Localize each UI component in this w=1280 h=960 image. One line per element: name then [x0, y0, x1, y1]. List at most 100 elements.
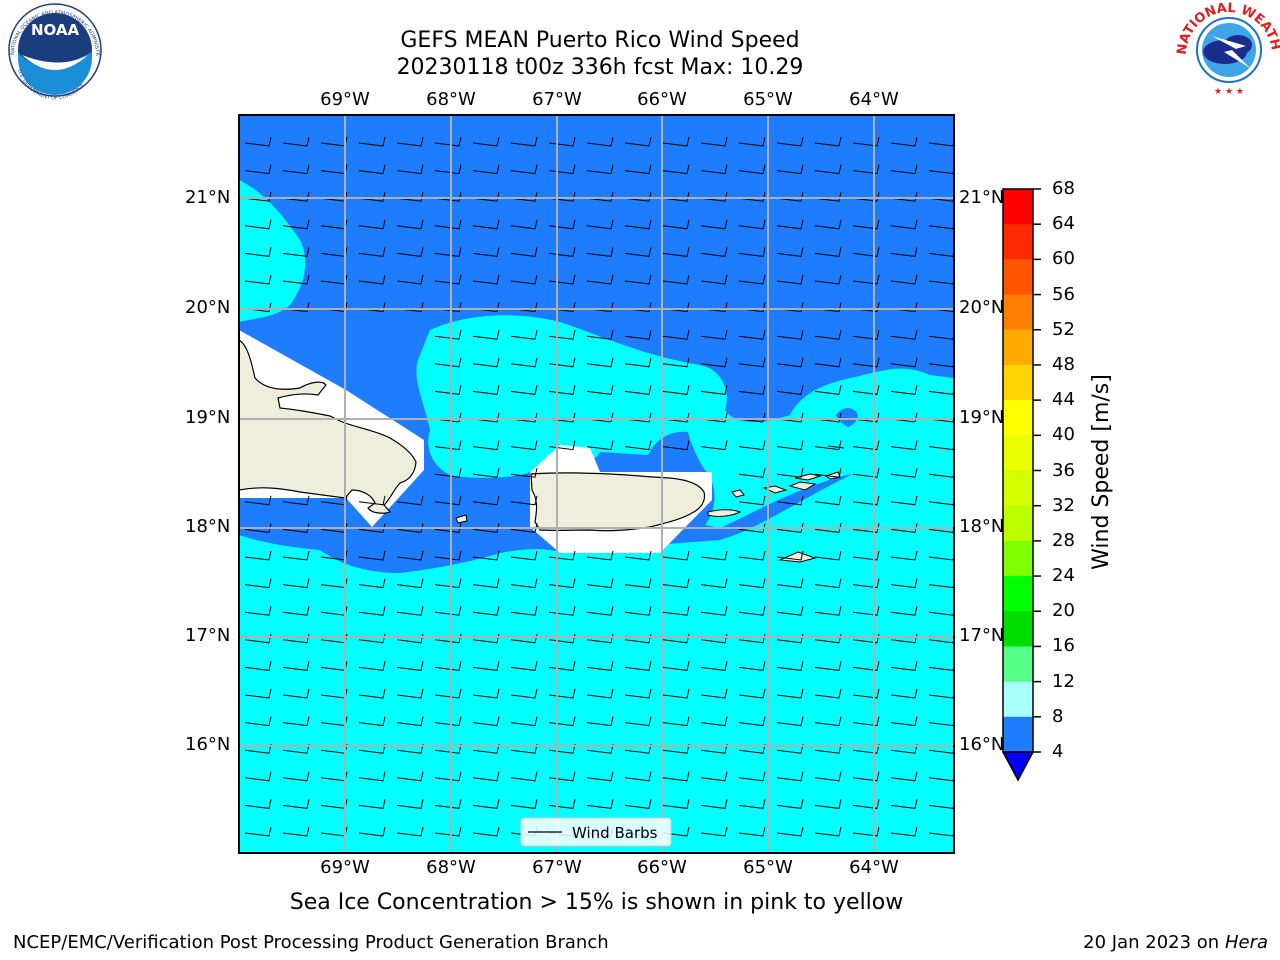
colorbar-segment — [1003, 716, 1033, 753]
wind-barb — [738, 385, 766, 395]
wind-barb — [890, 606, 918, 616]
wind-barb — [814, 826, 842, 837]
chart-subtitle: 20230118 t00z 336h fcst Max: 10.29 — [396, 55, 804, 80]
wind-barb — [244, 688, 272, 699]
wind-barb — [434, 550, 462, 561]
wind-barb — [662, 771, 690, 782]
lat-label-left: 17°N — [185, 625, 231, 646]
wind-barb — [282, 826, 310, 837]
wind-barb — [662, 136, 690, 147]
wind-barb — [510, 799, 538, 809]
wind-barb — [510, 385, 538, 395]
wind-barb — [890, 578, 918, 589]
wind-barb — [890, 661, 918, 671]
wind-barb — [662, 440, 690, 451]
wind-barb — [434, 744, 462, 754]
lat-label-left: 19°N — [185, 407, 231, 428]
wind-barb — [852, 357, 880, 368]
wind-barb — [624, 136, 652, 147]
wind-barb — [662, 192, 690, 202]
wind-barb — [434, 688, 462, 699]
wind-barb — [738, 688, 766, 699]
wind-barb — [890, 247, 918, 257]
map-legend: Wind Barbs — [520, 817, 672, 847]
colorbar-tick-label: 16 — [1052, 635, 1075, 657]
wind-barb — [700, 550, 728, 561]
wind-barb — [776, 688, 804, 699]
colorbar-tick-label: 56 — [1052, 283, 1075, 305]
wind-barb — [624, 440, 652, 451]
wind-barb — [358, 495, 386, 506]
wind-barb — [662, 688, 690, 699]
colorbar-segment — [1003, 364, 1033, 401]
wind-barb — [244, 495, 272, 506]
wind-barb — [662, 219, 690, 230]
colorbar-segment — [1003, 435, 1033, 471]
wind-barb — [738, 716, 766, 727]
wind-barb — [396, 578, 424, 589]
wind-barb — [662, 661, 690, 671]
wind-barb — [244, 799, 272, 809]
wind-barb — [624, 247, 652, 257]
wind-barb — [510, 136, 538, 147]
wind-barb — [434, 357, 462, 368]
lon-label-bottom: 69°W — [320, 857, 370, 878]
wind-barb — [434, 716, 462, 727]
wind-barb — [700, 136, 728, 147]
wind-barb — [472, 523, 500, 533]
wind-barb — [282, 661, 310, 671]
wind-barb — [282, 799, 310, 809]
wind-barb — [434, 523, 462, 533]
wind-barb — [624, 357, 652, 368]
wind-barb — [358, 136, 386, 147]
wind-barb — [776, 192, 804, 202]
wind-barb — [244, 247, 272, 257]
wind-barb — [396, 192, 424, 202]
footer-right: 20 Jan 2023 on Hera — [1083, 932, 1268, 953]
colorbar-tick-label: 52 — [1052, 318, 1075, 340]
lat-label-left: 20°N — [185, 297, 231, 318]
footer-left: NCEP/EMC/Verification Post Processing Pr… — [13, 932, 609, 953]
wind-barb — [890, 357, 918, 368]
colorbar-tick-label: 48 — [1052, 353, 1075, 375]
wind-barb — [358, 219, 386, 230]
wind-barb — [624, 744, 652, 754]
wind-barb — [700, 274, 728, 285]
wind-barb — [472, 247, 500, 257]
lat-label-left: 21°N — [185, 187, 231, 208]
wind-barb — [624, 661, 652, 671]
wind-barb — [396, 136, 424, 147]
wind-barb — [244, 523, 272, 533]
wind-barb — [814, 468, 842, 478]
wind-barb — [434, 661, 462, 671]
wind-barb — [624, 578, 652, 589]
wind-barb — [624, 274, 652, 285]
wind-barb — [624, 771, 652, 782]
wind-barb — [852, 578, 880, 589]
wind-barb — [738, 136, 766, 147]
wind-barb — [852, 799, 880, 809]
wind-barb — [814, 357, 842, 368]
colorbar-segment — [1003, 400, 1033, 436]
wind-barb — [472, 274, 500, 285]
wind-barb — [738, 274, 766, 285]
wind-barb — [776, 578, 804, 589]
wind-barb — [814, 523, 842, 533]
wind-barb — [814, 688, 842, 699]
wind-barb — [282, 219, 310, 230]
lon-label-top: 67°W — [532, 89, 582, 110]
wind-barb — [738, 247, 766, 257]
wind-barb — [776, 826, 804, 837]
colorbar-segment — [1003, 611, 1033, 647]
wind-barb — [434, 136, 462, 147]
wind-barb — [776, 495, 804, 506]
wind-barb — [814, 385, 842, 395]
wind-barb — [510, 716, 538, 727]
wind-barb — [814, 716, 842, 727]
wind-barb — [434, 330, 462, 340]
map-panel: Wind Barbs — [238, 114, 955, 854]
wind-barb — [244, 550, 272, 561]
wind-barb — [586, 578, 614, 589]
wind-barb — [244, 771, 272, 782]
wind-barb — [776, 468, 804, 478]
